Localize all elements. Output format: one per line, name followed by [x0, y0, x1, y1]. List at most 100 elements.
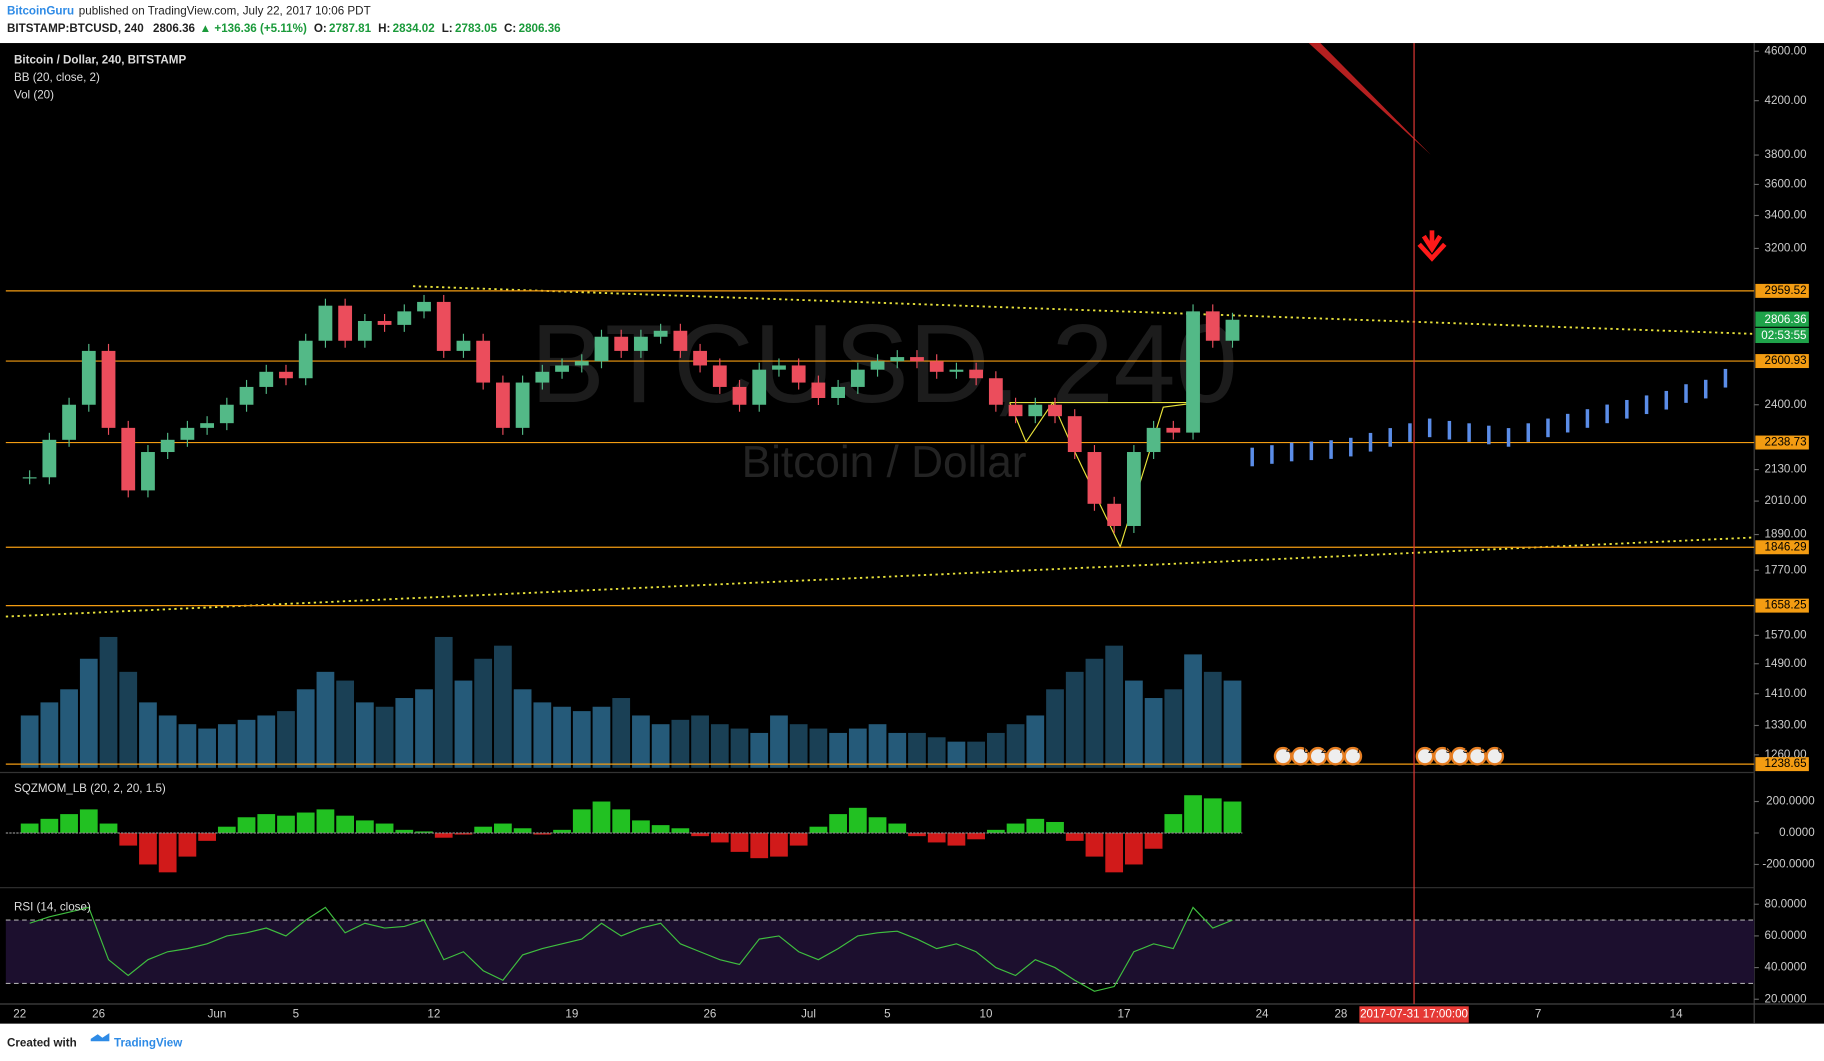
volume-bar — [1203, 671, 1222, 768]
header-bg — [0, 0, 1824, 44]
projection-bar — [1349, 437, 1353, 457]
volume-bar — [1046, 689, 1064, 768]
momentum-bar — [99, 823, 118, 833]
momentum-bar — [198, 832, 216, 841]
candle-body — [219, 404, 234, 424]
momentum-bar — [592, 801, 611, 833]
level-label-bg — [1755, 435, 1809, 450]
level-label-bg — [1755, 757, 1809, 772]
momentum-bar — [927, 832, 946, 843]
volume-bar — [632, 715, 650, 768]
candle-body — [101, 350, 116, 428]
candle-body — [476, 340, 491, 383]
author[interactable]: BitcoinGuru — [7, 5, 74, 18]
projection-bar — [1684, 384, 1688, 403]
momentum-bar — [829, 814, 847, 833]
level-label: 2600.93 — [1765, 354, 1807, 367]
momentum-bar — [868, 817, 887, 833]
projection-bar — [1467, 423, 1471, 442]
candle-body — [555, 365, 569, 372]
legend-vol: Vol (20) — [14, 88, 54, 101]
ohlc-key: C: — [504, 22, 516, 35]
volume-bar — [454, 680, 473, 768]
candle-body — [259, 371, 274, 387]
projection-bar — [1289, 442, 1294, 462]
momentum-bar — [1203, 798, 1222, 833]
projection-bar — [1487, 425, 1491, 445]
candle-body — [850, 369, 865, 387]
volume-bar — [829, 732, 847, 768]
time-marker-label: 2017-07-31 17:00:00 — [1360, 1008, 1468, 1021]
candle-body — [417, 301, 431, 312]
volume-bar — [415, 689, 433, 768]
volume-bar — [750, 732, 769, 768]
candle-body — [1225, 319, 1240, 341]
volume-bar — [355, 702, 374, 768]
volume-bar — [1065, 671, 1084, 768]
momentum-bar — [375, 823, 394, 833]
x-tick-label: Jul — [801, 1008, 816, 1021]
y-tick-label: 1330.00 — [1765, 719, 1808, 732]
momentum-bar — [277, 815, 295, 833]
footer-brand[interactable]: TradingView — [114, 1037, 183, 1050]
level-label: 2238.73 — [1765, 436, 1807, 449]
x-tick-label: 24 — [1256, 1008, 1269, 1021]
ohlc-key: H: — [378, 22, 390, 35]
x-tick-label: 26 — [92, 1008, 105, 1021]
symbol: BITSTAMP:BTCUSD, 240 — [7, 22, 144, 35]
volume-bar — [316, 671, 335, 768]
projection-bar — [1565, 413, 1570, 433]
candle-body — [121, 427, 136, 491]
candle-body — [436, 301, 451, 351]
header-quote: BITSTAMP:BTCUSD, 240 2806.36 ▲ +136.36 (+5… — [7, 22, 561, 35]
projection-bar — [1605, 404, 1609, 424]
level-label-bg — [1755, 598, 1809, 613]
volume-bar — [572, 711, 591, 768]
level-label: 1658.25 — [1765, 599, 1807, 612]
candle-body — [1126, 452, 1141, 526]
volume-bar — [119, 671, 138, 768]
candle-body — [1008, 404, 1023, 417]
level-label: 1846.29 — [1765, 540, 1807, 553]
momentum-bar — [612, 809, 631, 833]
volume-bar — [1006, 724, 1025, 768]
red-projection-line — [1308, 43, 1431, 155]
y-tick-label: 80.0000 — [1765, 897, 1808, 910]
candle-body — [338, 305, 353, 341]
event-icon — [1485, 746, 1505, 766]
trendline-upper — [412, 285, 1755, 335]
legend-bb: BB (20, close, 2) — [14, 71, 100, 84]
momentum-bar — [908, 832, 926, 837]
watermark-name: Bitcoin / Dollar — [742, 438, 1027, 487]
candle-body — [515, 382, 530, 428]
momentum-bar — [79, 809, 98, 833]
candle-body — [239, 386, 254, 405]
y-tick-label: 2130.00 — [1765, 463, 1808, 476]
ohlc-value: 2834.02 — [393, 22, 435, 35]
momentum-bar — [1006, 823, 1025, 833]
current-price: 2806.36 — [1765, 313, 1807, 326]
y-tick-label: 0.0000 — [1779, 826, 1815, 839]
volume-bar — [20, 715, 39, 768]
change: ▲ +136.36 (+5.11%) — [200, 22, 307, 35]
candle-body — [732, 386, 747, 405]
volume-bar — [1164, 689, 1183, 768]
x-tick-label: 14 — [1670, 1008, 1683, 1021]
candle-body — [712, 365, 727, 387]
event-label: 6 — [1303, 745, 1309, 756]
candle-body — [535, 371, 550, 383]
projection-bar — [1625, 399, 1629, 419]
momentum-bar — [257, 814, 276, 833]
y-tick-label: 40.0000 — [1765, 961, 1808, 974]
momentum-bar — [395, 829, 414, 833]
momentum-bar — [1105, 832, 1124, 873]
volume-bar — [789, 724, 808, 768]
volume-bar — [809, 728, 828, 768]
projection-bar — [1388, 428, 1392, 447]
level-label: 2959.52 — [1765, 284, 1807, 297]
momentum-bar — [336, 815, 355, 833]
projection-bar — [1309, 441, 1314, 461]
momentum-bar — [20, 823, 39, 833]
